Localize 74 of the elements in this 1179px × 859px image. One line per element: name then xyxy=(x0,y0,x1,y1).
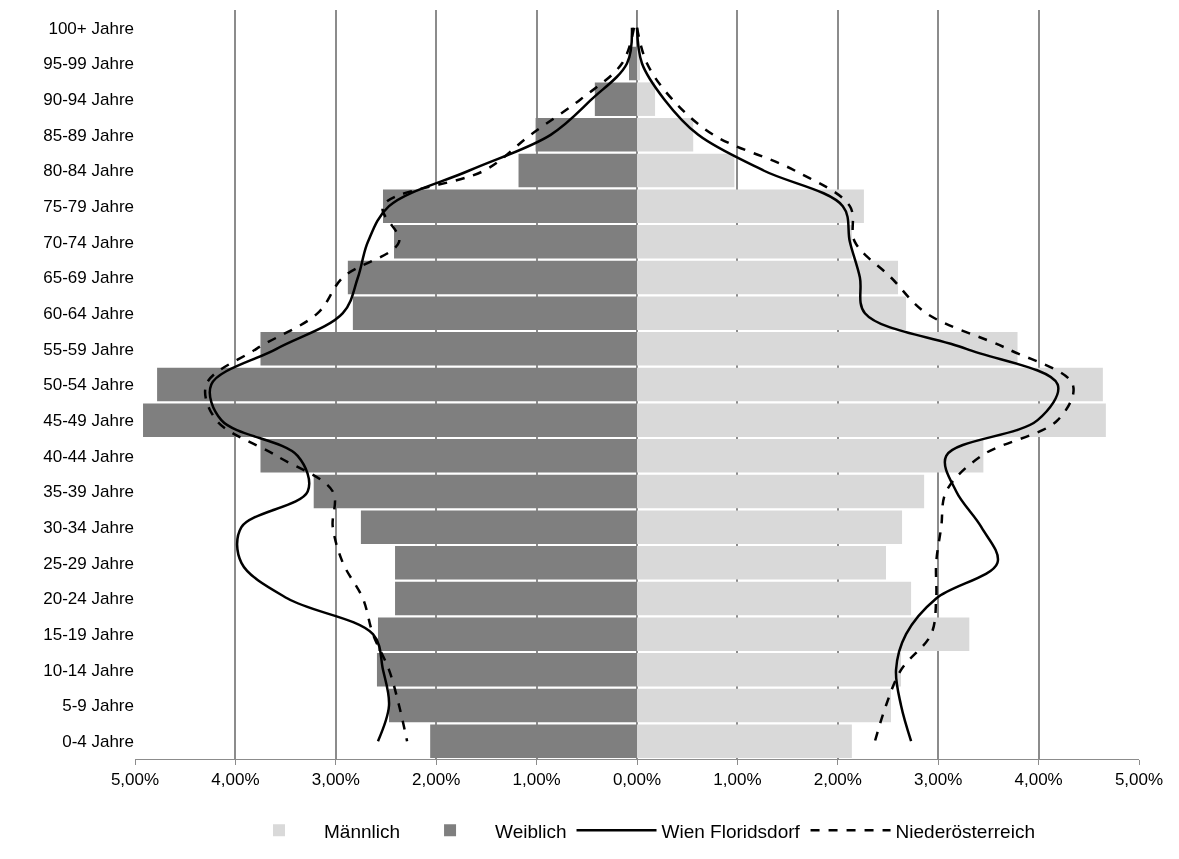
y-tick-label: 45-49 Jahre xyxy=(43,411,134,431)
bar xyxy=(637,403,1106,437)
bar xyxy=(637,439,984,473)
bar xyxy=(637,296,907,330)
y-tick-label: 15-19 Jahre xyxy=(43,625,134,645)
bar xyxy=(260,332,637,366)
bar xyxy=(430,724,637,758)
bar xyxy=(347,260,637,295)
y-tick-label: 50-54 Jahre xyxy=(43,375,134,395)
bar xyxy=(637,118,694,152)
bar xyxy=(395,546,637,580)
y-tick-label: 100+ Jahre xyxy=(48,18,134,38)
legend-label: Niederösterreich xyxy=(895,820,1035,842)
y-tick-label: 85-89 Jahre xyxy=(43,125,134,145)
y-tick-label: 55-59 Jahre xyxy=(43,339,134,359)
bar xyxy=(377,617,637,651)
y-tick-label: 10-14 Jahre xyxy=(43,660,134,680)
bar xyxy=(360,510,637,544)
y-tick-label: 70-74 Jahre xyxy=(43,232,134,252)
bar xyxy=(637,225,852,259)
bar xyxy=(313,474,637,509)
x-tick-label: 5,00% xyxy=(1114,770,1164,790)
bar xyxy=(637,82,656,116)
bar xyxy=(637,332,1018,366)
bar xyxy=(143,403,637,437)
y-tick-label: 60-64 Jahre xyxy=(43,304,134,324)
bar xyxy=(637,189,864,223)
legend-label: Männlich xyxy=(324,820,401,842)
x-tick-label: 4,00% xyxy=(1014,770,1063,790)
bar xyxy=(352,296,637,330)
bar xyxy=(260,439,637,473)
bar xyxy=(389,688,637,723)
bar xyxy=(637,474,925,509)
y-tick-label: 20-24 Jahre xyxy=(43,589,134,609)
x-tick-label: 3,00% xyxy=(914,770,963,790)
bar xyxy=(637,260,899,295)
x-tick-label: 0,00% xyxy=(612,770,662,790)
y-tick-label: 75-79 Jahre xyxy=(43,197,134,217)
bar xyxy=(594,82,637,116)
bar xyxy=(637,724,852,758)
y-tick-label: 65-69 Jahre xyxy=(43,268,134,288)
bar xyxy=(535,118,637,152)
y-tick-label: 25-29 Jahre xyxy=(43,553,134,573)
bar xyxy=(637,581,912,616)
y-tick-label: 0-4 Jahre xyxy=(62,732,134,752)
x-tick-label: 3,00% xyxy=(311,770,360,790)
x-tick-label: 5,00% xyxy=(110,770,160,790)
y-tick-label: 90-94 Jahre xyxy=(43,90,134,110)
bar xyxy=(637,546,886,580)
bar xyxy=(395,581,637,616)
y-tick-label: 35-39 Jahre xyxy=(43,482,134,502)
bar xyxy=(637,653,902,687)
bar xyxy=(382,189,637,223)
y-tick-label: 30-34 Jahre xyxy=(43,518,134,538)
y-tick-label: 5-9 Jahre xyxy=(62,696,134,716)
bar xyxy=(637,617,970,651)
x-tick-label: 1,00% xyxy=(512,770,561,790)
bar xyxy=(518,153,637,188)
bar xyxy=(394,225,637,259)
x-tick-label: 4,00% xyxy=(211,770,260,790)
legend-label: Wien Floridsdorf xyxy=(661,820,801,842)
x-tick-label: 2,00% xyxy=(813,770,862,790)
y-tick-label: 80-84 Jahre xyxy=(43,161,134,181)
bar xyxy=(157,367,637,402)
x-tick-label: 1,00% xyxy=(713,770,762,790)
bar xyxy=(637,367,1103,402)
x-tick-label: 2,00% xyxy=(412,770,461,790)
y-tick-label: 95-99 Jahre xyxy=(43,54,134,74)
bar xyxy=(637,688,892,723)
bar xyxy=(637,510,903,544)
bar xyxy=(637,153,735,188)
bar xyxy=(376,653,637,687)
legend-label: Weiblich xyxy=(495,820,567,842)
y-tick-label: 40-44 Jahre xyxy=(43,446,134,466)
